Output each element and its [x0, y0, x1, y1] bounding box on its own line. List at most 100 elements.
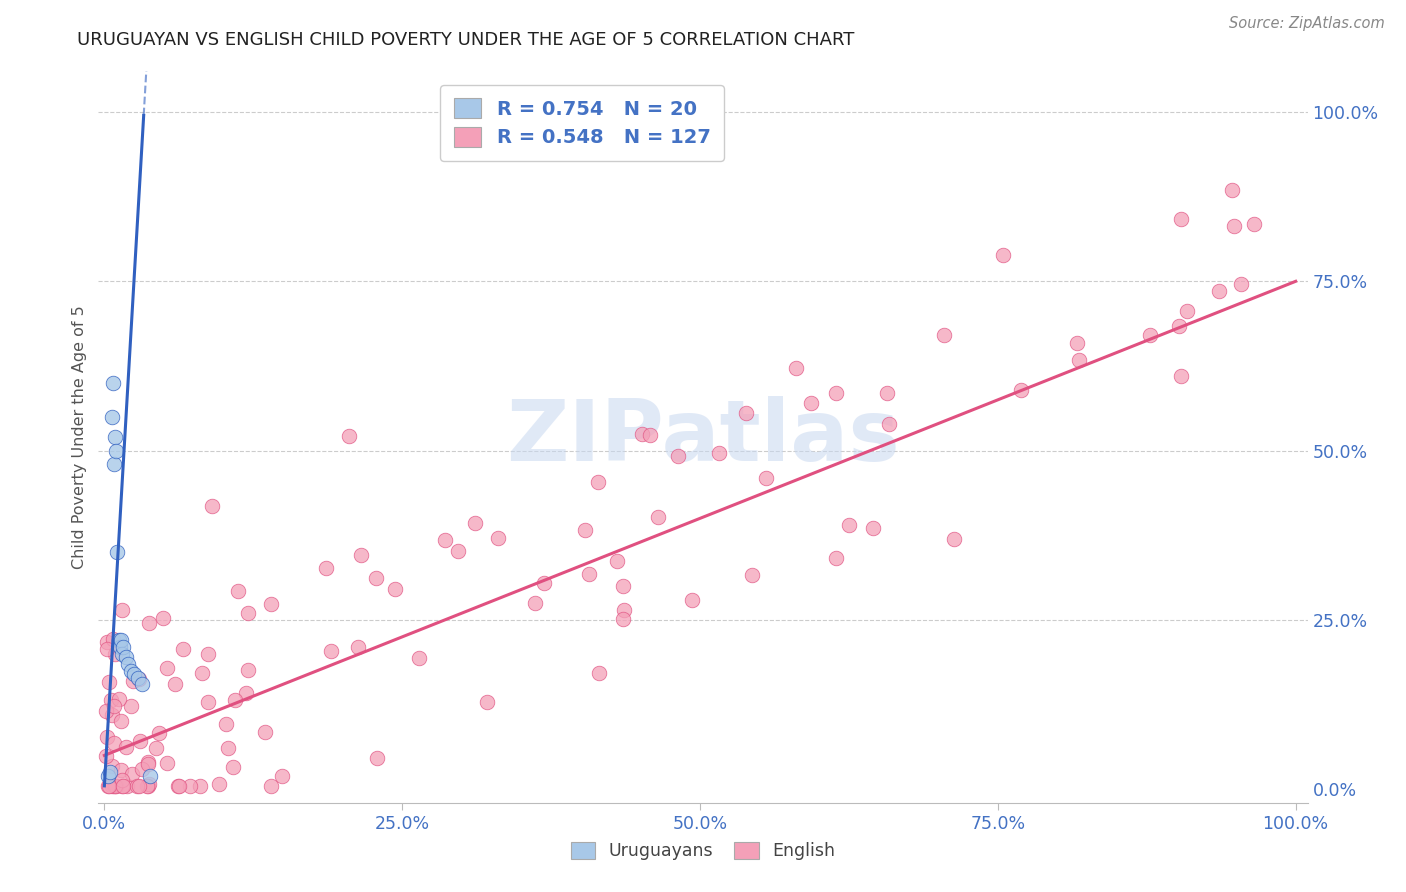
- Point: [94, 704, 117, 718]
- Point: [136, 779, 159, 793]
- Point: [315, 561, 337, 575]
- Point: [217, 740, 239, 755]
- Point: [138, 616, 160, 631]
- Point: [105, 443, 128, 458]
- Point: [734, 407, 756, 421]
- Point: [464, 516, 486, 530]
- Point: [638, 428, 661, 442]
- Point: [136, 755, 159, 769]
- Point: [111, 779, 134, 793]
- Point: [108, 640, 131, 654]
- Point: [136, 757, 159, 772]
- Point: [630, 426, 652, 441]
- Point: [260, 597, 283, 611]
- Point: [837, 518, 859, 533]
- Point: [613, 603, 636, 617]
- Point: [346, 640, 368, 654]
- Point: [101, 758, 124, 772]
- Point: [120, 664, 142, 678]
- Point: [131, 763, 153, 777]
- Point: [1208, 284, 1230, 298]
- Point: [222, 760, 245, 774]
- Point: [96, 635, 118, 649]
- Point: [96, 641, 118, 656]
- Point: [179, 779, 201, 793]
- Point: [156, 661, 179, 675]
- Point: [107, 633, 129, 648]
- Point: [366, 571, 388, 585]
- Point: [125, 779, 148, 793]
- Point: [96, 730, 118, 744]
- Point: [112, 779, 135, 793]
- Point: [197, 695, 219, 709]
- Point: [876, 385, 898, 400]
- Point: [586, 475, 609, 490]
- Point: [120, 698, 142, 713]
- Point: [101, 376, 124, 390]
- Point: [226, 584, 249, 599]
- Point: [606, 554, 628, 568]
- Point: [1175, 304, 1198, 318]
- Point: [588, 666, 610, 681]
- Point: [111, 772, 134, 787]
- Text: Source: ZipAtlas.com: Source: ZipAtlas.com: [1229, 16, 1385, 31]
- Point: [165, 677, 187, 691]
- Point: [128, 734, 150, 748]
- Point: [122, 667, 145, 681]
- Point: [236, 663, 259, 677]
- Point: [100, 693, 122, 707]
- Point: [103, 736, 125, 750]
- Point: [128, 672, 150, 686]
- Point: [1067, 353, 1090, 368]
- Point: [98, 765, 121, 780]
- Point: [104, 779, 127, 793]
- Point: [236, 606, 259, 620]
- Point: [991, 247, 1014, 261]
- Point: [188, 779, 211, 793]
- Point: [97, 779, 120, 793]
- Point: [197, 648, 219, 662]
- Point: [152, 611, 174, 625]
- Point: [447, 544, 470, 558]
- Point: [136, 779, 159, 793]
- Text: ZIPatlas: ZIPatlas: [506, 395, 900, 479]
- Point: [1139, 328, 1161, 343]
- Point: [97, 769, 120, 783]
- Point: [104, 779, 127, 793]
- Point: [167, 779, 190, 793]
- Point: [100, 409, 122, 424]
- Point: [191, 665, 214, 680]
- Point: [1170, 368, 1192, 383]
- Point: [208, 777, 231, 791]
- Point: [215, 716, 238, 731]
- Point: [103, 632, 125, 646]
- Point: [825, 386, 848, 401]
- Point: [98, 675, 121, 690]
- Point: [110, 714, 132, 729]
- Point: [112, 640, 135, 654]
- Point: [201, 500, 224, 514]
- Point: [253, 724, 276, 739]
- Point: [103, 457, 125, 471]
- Point: [943, 532, 966, 546]
- Point: [755, 471, 778, 485]
- Point: [384, 582, 406, 597]
- Point: [166, 779, 188, 793]
- Point: [114, 650, 136, 665]
- Point: [121, 767, 143, 781]
- Point: [131, 677, 153, 691]
- Point: [111, 603, 134, 617]
- Point: [666, 449, 689, 463]
- Point: [271, 769, 294, 783]
- Point: [235, 686, 257, 700]
- Point: [1066, 336, 1088, 351]
- Point: [578, 566, 600, 581]
- Point: [486, 532, 509, 546]
- Legend: Uruguayans, English: Uruguayans, English: [564, 835, 842, 867]
- Point: [681, 592, 703, 607]
- Point: [145, 740, 167, 755]
- Point: [1220, 183, 1243, 197]
- Point: [934, 328, 956, 343]
- Point: [97, 779, 120, 793]
- Point: [138, 777, 160, 791]
